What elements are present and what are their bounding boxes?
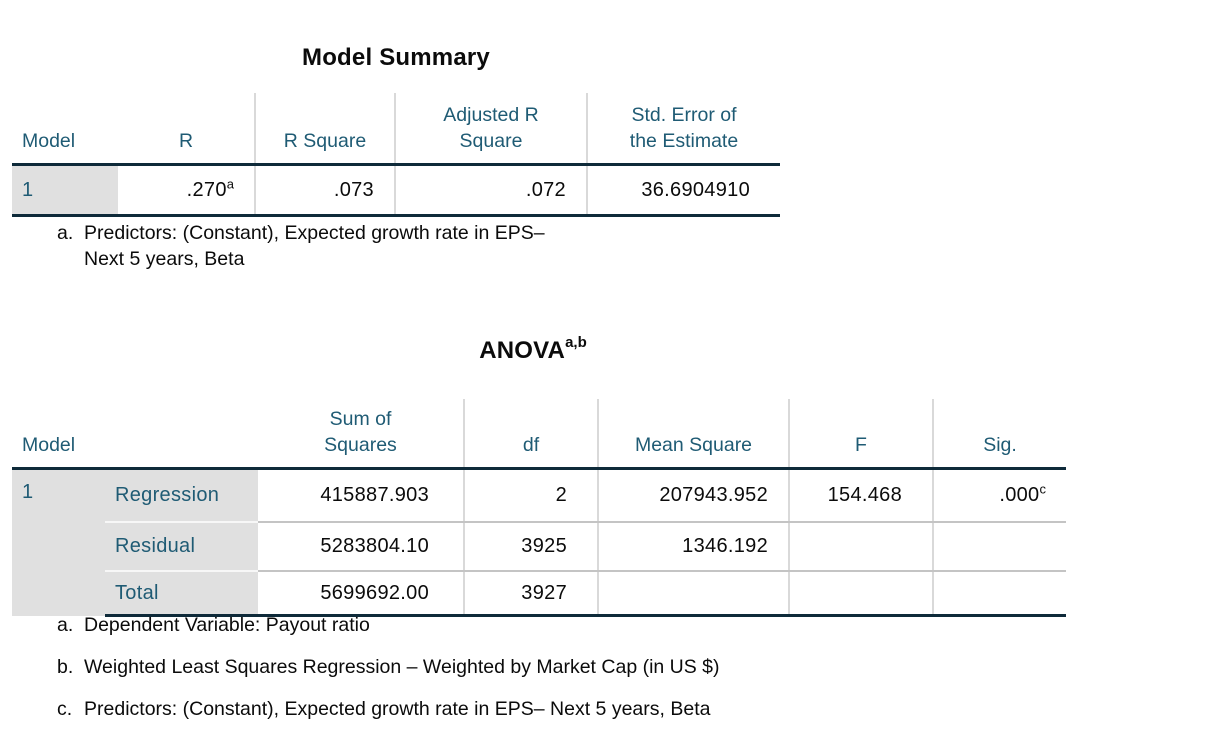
anova-row-residual: Residual 5283804.10 3925 1346.192 xyxy=(12,522,1066,572)
regression-sig-cell: .000c xyxy=(932,468,1066,523)
total-mean-square-cell xyxy=(597,571,789,617)
residual-f-cell xyxy=(788,522,933,572)
column-header-mean-square: Mean Square xyxy=(597,399,789,470)
model-summary-title: Model Summary xyxy=(302,44,490,71)
model-summary-footnote: a. Predictors: (Constant), Expected grow… xyxy=(57,220,545,272)
regression-df-cell: 2 xyxy=(463,468,598,523)
residual-sig-cell xyxy=(932,522,1066,572)
footnote-text: Weighted Least Squares Regression – Weig… xyxy=(84,656,720,678)
residual-sum-of-squares-cell: 5283804.10 xyxy=(258,522,464,572)
sig-footnote-marker: c xyxy=(1039,481,1047,497)
anova-footnotes: a. Dependent Variable: Payout ratio b. W… xyxy=(57,612,720,738)
row-label-total: Total xyxy=(105,571,258,617)
column-header-std-error: Std. Error of the Estimate xyxy=(586,93,780,166)
model-number-cell: 1 xyxy=(12,164,118,217)
footnote-text: Dependent Variable: Payout ratio xyxy=(84,614,370,636)
regression-sum-of-squares-cell: 415887.903 xyxy=(258,468,464,523)
std-error-value-cell: 36.6904910 xyxy=(586,164,780,217)
anova-title-footnote-markers: a,b xyxy=(565,334,587,351)
column-header-std-error-label: Std. Error of the Estimate xyxy=(629,104,739,152)
sig-value: .000 xyxy=(999,484,1040,506)
row-label-residual: Residual xyxy=(105,522,258,572)
column-header-df: df xyxy=(463,399,598,470)
anova-title: ANOVAa,b xyxy=(12,334,1054,365)
footnote-line-1: Predictors: (Constant), Expected growth … xyxy=(84,222,545,244)
column-header-sig: Sig. xyxy=(932,399,1066,470)
r-footnote-marker: a xyxy=(226,175,234,191)
column-header-sum-of-squares-label: Sum of Squares xyxy=(324,408,397,456)
r-square-value-cell: .073 xyxy=(254,164,395,217)
column-header-r-square: R Square xyxy=(254,93,395,166)
column-header-sum-of-squares: Sum of Squares xyxy=(258,399,464,470)
row-label-regression: Regression xyxy=(105,468,258,523)
column-header-model: Model xyxy=(12,93,118,166)
model-summary-data-row: 1 .270a .073 .072 36.6904910 xyxy=(12,164,780,217)
total-df-cell: 3927 xyxy=(463,571,598,617)
anova-footnote-a: a. Dependent Variable: Payout ratio xyxy=(57,612,720,638)
column-header-adjusted-r-square: Adjusted R Square xyxy=(394,93,587,166)
total-f-cell xyxy=(788,571,933,617)
footnote-line-2: Next 5 years, Beta xyxy=(84,248,245,270)
residual-df-cell: 3925 xyxy=(463,522,598,572)
model-summary-table: Model R R Square Adjusted R Square Std. … xyxy=(12,93,780,217)
anova-row-total: Total 5699692.00 3927 xyxy=(12,571,1066,617)
model-number-cell: 1 xyxy=(12,468,105,616)
regression-f-cell: 154.468 xyxy=(788,468,933,523)
anova-title-text: ANOVA xyxy=(479,337,566,364)
anova-row-regression: 1 Regression 415887.903 2 207943.952 154… xyxy=(12,468,1066,616)
footnote-text: Predictors: (Constant), Expected growth … xyxy=(84,220,545,272)
anova-footnote-b: b. Weighted Least Squares Regression – W… xyxy=(57,654,720,680)
regression-mean-square-cell: 207943.952 xyxy=(597,468,789,523)
footnote-marker: a. xyxy=(57,222,74,244)
model-summary-header-row: Model R R Square Adjusted R Square Std. … xyxy=(12,93,780,166)
adjusted-r-square-value-cell: .072 xyxy=(394,164,587,217)
footnote-marker: b. xyxy=(57,656,74,678)
column-header-adjusted-r-square-label: Adjusted R Square xyxy=(443,104,539,152)
column-header-model: Model xyxy=(12,399,258,470)
column-header-f: F xyxy=(788,399,933,470)
total-sig-cell xyxy=(932,571,1066,617)
footnote-marker: a. xyxy=(57,614,74,636)
residual-mean-square-cell: 1346.192 xyxy=(597,522,789,572)
total-sum-of-squares-cell: 5699692.00 xyxy=(258,571,464,617)
r-value: .270 xyxy=(186,178,227,201)
column-header-r: R xyxy=(118,93,255,166)
anova-footnote-c: c. Predictors: (Constant), Expected grow… xyxy=(57,696,720,722)
anova-table: Model Sum of Squares df Mean Square F Si… xyxy=(12,399,1066,617)
footnote-marker: c. xyxy=(57,698,73,720)
r-value-cell: .270a xyxy=(118,164,255,217)
footnote-text: Predictors: (Constant), Expected growth … xyxy=(84,698,711,720)
anova-header-row: Model Sum of Squares df Mean Square F Si… xyxy=(12,399,1066,470)
